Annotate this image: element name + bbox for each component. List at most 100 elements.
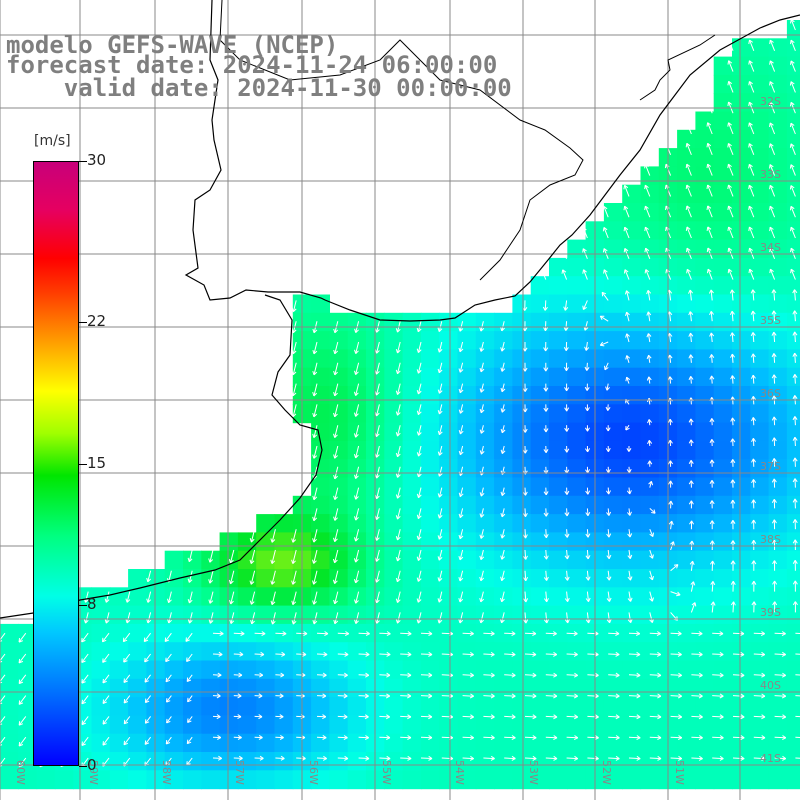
wind-cell: [439, 514, 459, 533]
wind-cell: [732, 752, 751, 771]
wind-cell: [475, 459, 495, 479]
wind-arrow: [18, 653, 27, 664]
wind-arrow: [545, 631, 557, 637]
wind-cell: [603, 605, 623, 625]
wind-arrow: [312, 383, 318, 397]
wind-arrow: [564, 383, 570, 392]
wind-arrow: [730, 499, 736, 509]
wind-arrow: [81, 653, 89, 663]
wind-arrow: [146, 570, 152, 583]
wind-arrow: [627, 549, 633, 560]
wind-cell: [402, 697, 422, 716]
wind-cell: [786, 129, 800, 149]
wind-cell: [420, 367, 440, 387]
wind-cell: [274, 514, 294, 533]
wind-cell: [530, 587, 550, 607]
wind-cell: [475, 605, 495, 625]
wind-arrow: [771, 416, 777, 426]
wind-cell: [18, 678, 38, 698]
wind-cell: [256, 514, 276, 533]
wind-arrow: [564, 404, 570, 412]
wind-cell: [329, 312, 349, 332]
wind-arrow: [504, 651, 516, 657]
wind-arrow: [312, 404, 318, 418]
wind-arrow: [649, 591, 654, 602]
wind-arrow: [504, 735, 516, 741]
wind-cell: [512, 569, 532, 588]
wind-cell: [237, 605, 257, 625]
wind-arrow: [400, 714, 412, 720]
wind-cell: [274, 587, 294, 607]
wind-cell: [530, 495, 550, 515]
wind-arrow: [291, 341, 297, 355]
wind-arrow: [646, 376, 652, 384]
wind-arrow: [395, 341, 401, 354]
colorbar-tick-label: 22: [87, 312, 107, 330]
wind-cell: [603, 459, 623, 479]
wind-arrow: [564, 549, 570, 560]
wind-arrow: [416, 612, 422, 624]
wind-cell: [677, 532, 696, 552]
wind-cell: [695, 495, 715, 515]
wind-cell: [183, 733, 202, 753]
wind-cell: [786, 532, 800, 552]
wind-arrow: [353, 425, 360, 438]
wind-arrow: [566, 693, 578, 699]
wind-cell: [732, 349, 751, 369]
wind-arrow: [769, 268, 776, 280]
wind-arrow: [504, 755, 516, 761]
wind-cell: [640, 514, 660, 533]
wind-arrow: [709, 332, 715, 343]
wind-cell: [402, 733, 422, 753]
wind-arrow: [479, 445, 485, 455]
wind-arrow: [379, 631, 391, 637]
wind-cell: [183, 587, 202, 607]
wind-arrow: [358, 631, 370, 637]
wind-arrow: [420, 755, 433, 761]
wind-cell: [750, 770, 770, 790]
wind-cell: [713, 477, 733, 497]
wind-arrow: [458, 425, 464, 435]
wind-arrow: [395, 529, 401, 541]
wind-cell: [420, 678, 440, 698]
wind-cell: [329, 495, 349, 515]
wind-arrow: [395, 425, 401, 437]
wind-cell: [347, 678, 367, 698]
wind-cell: [549, 587, 568, 607]
wind-arrow: [254, 672, 264, 678]
wind-cell: [18, 697, 38, 716]
wind-cell: [567, 660, 587, 680]
wind-cell: [457, 532, 477, 552]
wind-arrow: [479, 321, 485, 332]
wind-cell: [420, 422, 440, 442]
wind-arrow: [354, 362, 360, 375]
wind-cell: [439, 477, 459, 497]
wind-cell: [256, 715, 276, 735]
wind-arrow: [312, 529, 318, 543]
wind-arrow: [646, 311, 652, 322]
wind-arrow: [208, 612, 214, 624]
wind-arrow: [462, 755, 474, 761]
wind-cell: [750, 715, 770, 735]
wind-cell: [768, 660, 788, 680]
wind-cell: [677, 642, 696, 662]
wind-cell: [640, 733, 660, 753]
wind-arrow: [504, 672, 516, 678]
wind-cell: [732, 569, 751, 588]
wind-cell: [402, 752, 422, 771]
wind-cell: [530, 404, 550, 424]
wind-arrow: [233, 693, 242, 699]
wind-arrow: [648, 480, 654, 488]
wind-arrow: [144, 653, 152, 663]
wind-cell: [732, 440, 751, 460]
wind-arrow: [792, 478, 798, 488]
wind-arrow: [543, 404, 549, 412]
wind-cell: [475, 312, 495, 332]
wind-cell: [109, 605, 129, 625]
wind-cell: [713, 148, 733, 167]
wind-arrow: [625, 333, 630, 343]
wind-arrow: [750, 374, 756, 384]
wind-arrow: [584, 445, 591, 453]
wind-arrow: [685, 184, 692, 197]
wind-cell: [384, 331, 404, 350]
